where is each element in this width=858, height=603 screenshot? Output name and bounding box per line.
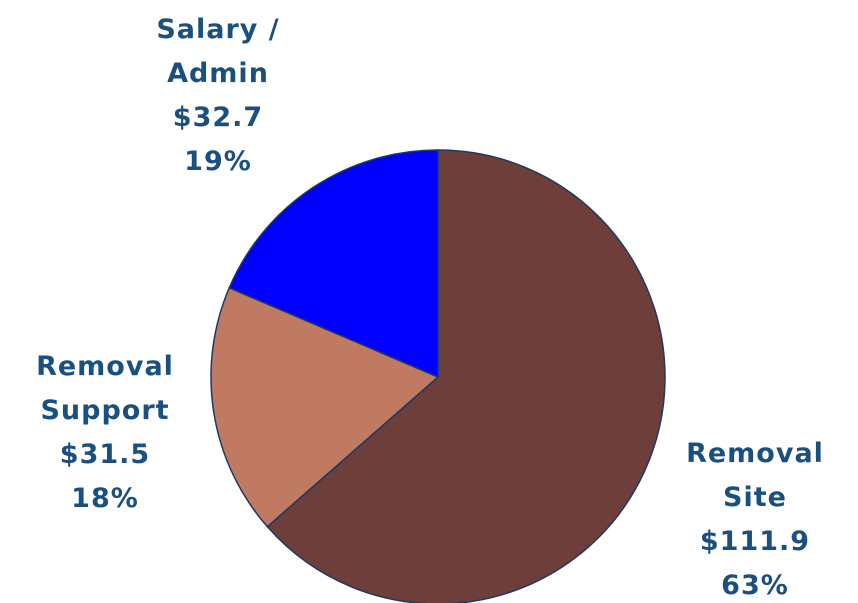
slice-percent: 63%: [721, 570, 789, 601]
slice-name: Removal Site: [686, 438, 824, 513]
slice-value: $111.9: [699, 526, 811, 557]
slice-percent: 19%: [184, 146, 252, 177]
pie-slice: [266, 149, 666, 603]
pie-slice: [210, 286, 440, 528]
slice-value: $32.7: [172, 102, 264, 133]
slice-label: Removal Site $111.9 63%: [660, 432, 850, 603]
pie-slice: [228, 149, 439, 379]
slice-name: Salary / Admin: [156, 14, 280, 89]
slice-name: Removal Support: [36, 351, 174, 426]
slice-value: $31.5: [59, 439, 151, 470]
slice-percent: 18%: [71, 483, 139, 514]
slice-label: Removal Support $31.5 18%: [10, 345, 200, 521]
slice-label: Salary / Admin $32.7 19%: [123, 8, 313, 184]
